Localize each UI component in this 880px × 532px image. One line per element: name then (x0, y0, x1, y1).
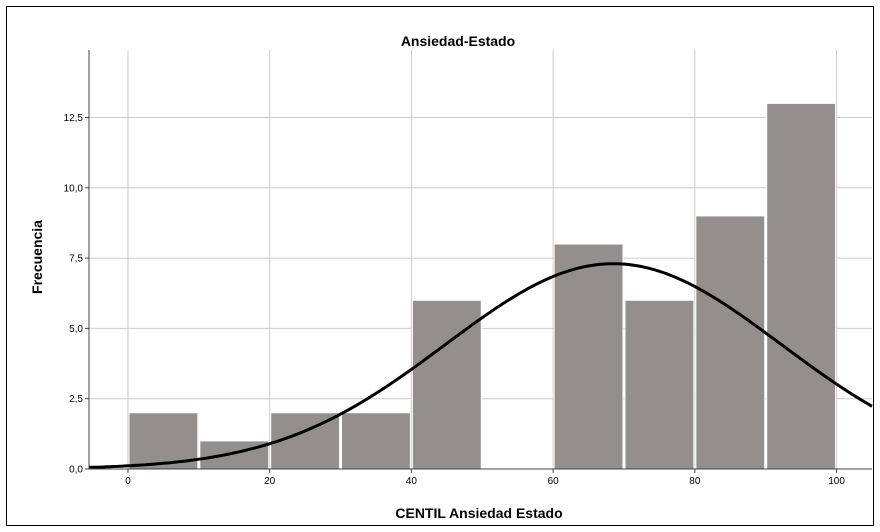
histogram-bar-8 (695, 215, 766, 470)
x-tick-label-3: 60 (548, 476, 560, 487)
y-axis-label: Frecuencia (29, 220, 45, 294)
y-tick-label-3: 7,5 (69, 254, 83, 265)
normal-curve (88, 262, 873, 469)
histogram-bar-1 (199, 440, 270, 470)
y-tick-label-0: 0,0 (69, 465, 83, 476)
x-tick-label-1: 20 (264, 476, 276, 487)
chart-title: Ansiedad-Estado (401, 33, 515, 49)
x-tick-label-0: 0 (125, 476, 131, 487)
axes (85, 50, 872, 473)
tick-labels: 0 20 40 60 80 100 0,0 2,5 5,0 7,5 10,0 12,5 (64, 113, 846, 487)
normal-curve-line (88, 262, 873, 469)
histogram-bar-3 (341, 412, 411, 470)
bars (128, 102, 837, 470)
histogram-bar-6 (553, 243, 624, 470)
x-tick-label-2: 40 (406, 476, 418, 487)
histogram-bar-7 (624, 299, 695, 470)
y-tick-label-4: 10,0 (64, 183, 84, 194)
x-tick-label-5: 100 (828, 476, 845, 487)
y-tick-label-2: 5,0 (69, 324, 83, 335)
y-tick-label-5: 12,5 (64, 113, 84, 124)
x-axis-label: CENTIL Ansiedad Estado (395, 505, 562, 521)
y-tick-label-1: 2,5 (69, 394, 83, 405)
x-tick-label-4: 80 (689, 476, 701, 487)
histogram-bar-9 (766, 102, 837, 470)
